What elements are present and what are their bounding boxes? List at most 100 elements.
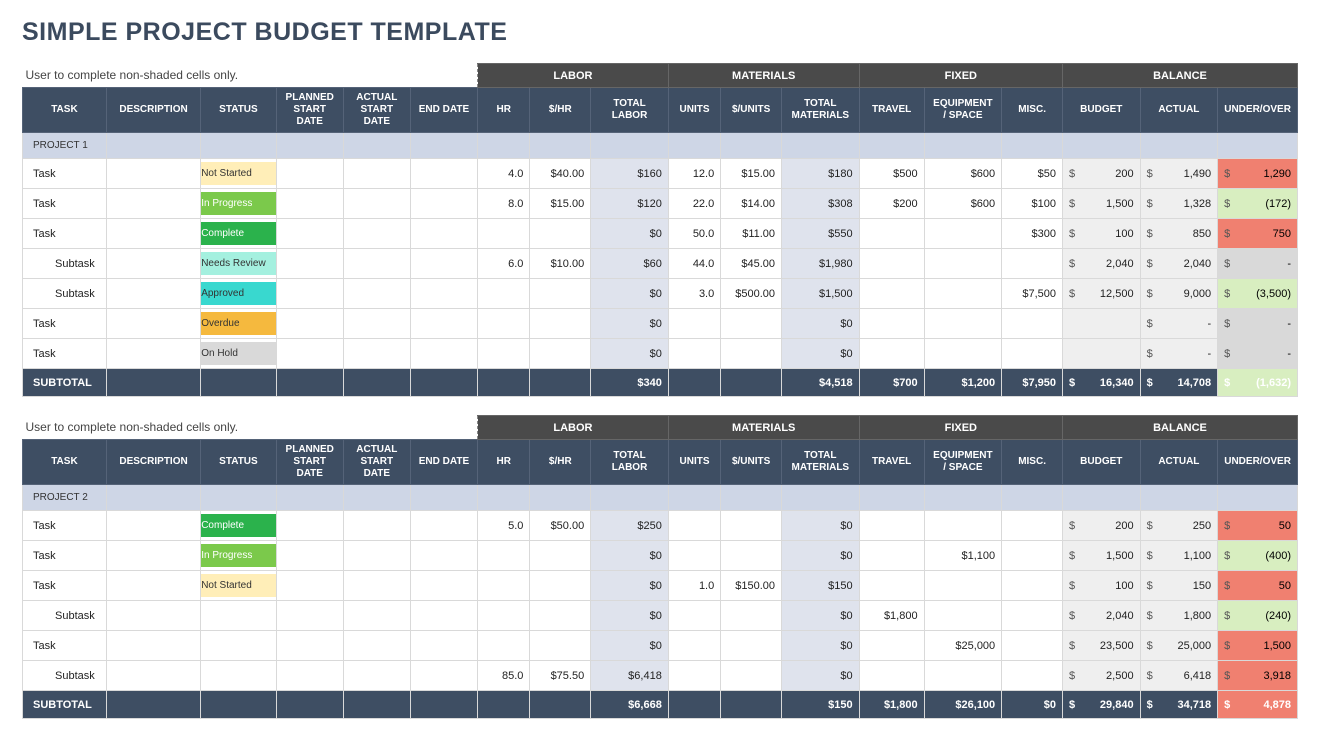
end-date-cell[interactable] (410, 249, 477, 279)
travel-cell[interactable] (859, 631, 924, 661)
rate-cell[interactable]: $15.00 (530, 189, 591, 219)
equipment-cell[interactable] (924, 571, 1002, 601)
hr-cell[interactable]: 5.0 (478, 511, 530, 541)
actual-start-cell[interactable] (343, 339, 410, 369)
travel-cell[interactable] (859, 249, 924, 279)
misc-cell[interactable] (1002, 309, 1063, 339)
end-date-cell[interactable] (410, 339, 477, 369)
unit-rate-cell[interactable] (721, 601, 782, 631)
end-date-cell[interactable] (410, 189, 477, 219)
misc-cell[interactable] (1002, 601, 1063, 631)
misc-cell[interactable]: $100 (1002, 189, 1063, 219)
description-cell[interactable] (106, 219, 200, 249)
actual-start-cell[interactable] (343, 309, 410, 339)
end-date-cell[interactable] (410, 279, 477, 309)
status-cell[interactable]: Needs Review (201, 249, 276, 279)
units-cell[interactable] (668, 511, 720, 541)
planned-start-cell[interactable] (276, 541, 343, 571)
description-cell[interactable] (106, 571, 200, 601)
travel-cell[interactable] (859, 339, 924, 369)
misc-cell[interactable]: $50 (1002, 159, 1063, 189)
hr-cell[interactable] (478, 541, 530, 571)
misc-cell[interactable] (1002, 631, 1063, 661)
status-cell[interactable]: Complete (201, 219, 276, 249)
description-cell[interactable] (106, 249, 200, 279)
actual-start-cell[interactable] (343, 661, 410, 691)
misc-cell[interactable] (1002, 661, 1063, 691)
unit-rate-cell[interactable]: $45.00 (721, 249, 782, 279)
unit-rate-cell[interactable] (721, 631, 782, 661)
equipment-cell[interactable] (924, 219, 1002, 249)
end-date-cell[interactable] (410, 541, 477, 571)
equipment-cell[interactable]: $600 (924, 189, 1002, 219)
unit-rate-cell[interactable] (721, 309, 782, 339)
actual-start-cell[interactable] (343, 279, 410, 309)
unit-rate-cell[interactable] (721, 511, 782, 541)
equipment-cell[interactable]: $25,000 (924, 631, 1002, 661)
unit-rate-cell[interactable] (721, 661, 782, 691)
equipment-cell[interactable] (924, 511, 1002, 541)
misc-cell[interactable]: $7,500 (1002, 279, 1063, 309)
end-date-cell[interactable] (410, 601, 477, 631)
end-date-cell[interactable] (410, 159, 477, 189)
status-cell[interactable]: Overdue (201, 309, 276, 339)
misc-cell[interactable] (1002, 339, 1063, 369)
end-date-cell[interactable] (410, 309, 477, 339)
description-cell[interactable] (106, 601, 200, 631)
status-cell[interactable]: Not Started (201, 159, 276, 189)
units-cell[interactable] (668, 309, 720, 339)
planned-start-cell[interactable] (276, 661, 343, 691)
rate-cell[interactable] (530, 339, 591, 369)
equipment-cell[interactable] (924, 601, 1002, 631)
units-cell[interactable]: 50.0 (668, 219, 720, 249)
rate-cell[interactable]: $75.50 (530, 661, 591, 691)
misc-cell[interactable]: $300 (1002, 219, 1063, 249)
rate-cell[interactable]: $10.00 (530, 249, 591, 279)
status-cell[interactable]: Not Started (201, 571, 276, 601)
travel-cell[interactable] (859, 309, 924, 339)
description-cell[interactable] (106, 631, 200, 661)
rate-cell[interactable] (530, 541, 591, 571)
planned-start-cell[interactable] (276, 249, 343, 279)
planned-start-cell[interactable] (276, 511, 343, 541)
end-date-cell[interactable] (410, 631, 477, 661)
end-date-cell[interactable] (410, 571, 477, 601)
hr-cell[interactable] (478, 571, 530, 601)
units-cell[interactable]: 1.0 (668, 571, 720, 601)
rate-cell[interactable] (530, 631, 591, 661)
actual-start-cell[interactable] (343, 511, 410, 541)
equipment-cell[interactable] (924, 339, 1002, 369)
equipment-cell[interactable]: $600 (924, 159, 1002, 189)
hr-cell[interactable]: 6.0 (478, 249, 530, 279)
planned-start-cell[interactable] (276, 219, 343, 249)
description-cell[interactable] (106, 511, 200, 541)
travel-cell[interactable]: $500 (859, 159, 924, 189)
actual-start-cell[interactable] (343, 571, 410, 601)
planned-start-cell[interactable] (276, 159, 343, 189)
travel-cell[interactable]: $1,800 (859, 601, 924, 631)
planned-start-cell[interactable] (276, 571, 343, 601)
actual-start-cell[interactable] (343, 249, 410, 279)
status-cell[interactable] (201, 601, 276, 631)
planned-start-cell[interactable] (276, 309, 343, 339)
planned-start-cell[interactable] (276, 279, 343, 309)
status-cell[interactable]: In Progress (201, 189, 276, 219)
description-cell[interactable] (106, 189, 200, 219)
status-cell[interactable] (201, 631, 276, 661)
equipment-cell[interactable] (924, 309, 1002, 339)
hr-cell[interactable] (478, 279, 530, 309)
equipment-cell[interactable] (924, 249, 1002, 279)
status-cell[interactable]: Approved (201, 279, 276, 309)
units-cell[interactable]: 12.0 (668, 159, 720, 189)
rate-cell[interactable] (530, 309, 591, 339)
description-cell[interactable] (106, 661, 200, 691)
rate-cell[interactable] (530, 601, 591, 631)
description-cell[interactable] (106, 279, 200, 309)
hr-cell[interactable] (478, 309, 530, 339)
end-date-cell[interactable] (410, 511, 477, 541)
rate-cell[interactable] (530, 571, 591, 601)
description-cell[interactable] (106, 159, 200, 189)
equipment-cell[interactable]: $1,100 (924, 541, 1002, 571)
status-cell[interactable]: In Progress (201, 541, 276, 571)
description-cell[interactable] (106, 541, 200, 571)
